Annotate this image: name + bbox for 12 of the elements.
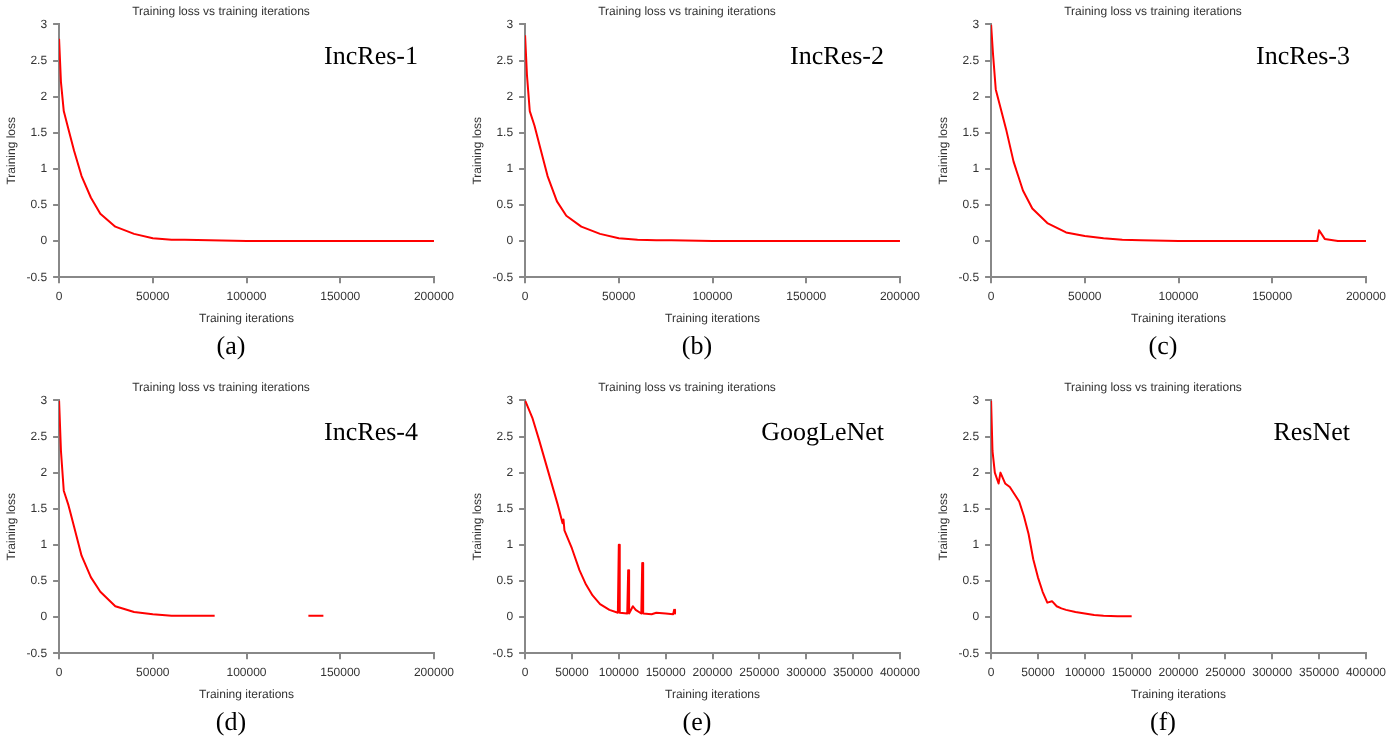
text: (b) bbox=[681, 328, 713, 364]
annotation: IncRes-4 bbox=[324, 416, 419, 447]
annotation: IncRes-2 bbox=[790, 40, 884, 71]
text: (e) bbox=[682, 704, 712, 740]
annotation: GoogLeNet bbox=[761, 416, 885, 447]
text: (a) bbox=[216, 328, 246, 364]
text: (f) bbox=[1150, 704, 1176, 740]
annotation: IncRes-3 bbox=[1256, 40, 1350, 71]
annotation: IncRes-1 bbox=[324, 40, 418, 71]
text: (c) bbox=[1148, 328, 1178, 364]
text: (d) bbox=[215, 704, 247, 740]
annotation: ResNet bbox=[1273, 416, 1351, 447]
